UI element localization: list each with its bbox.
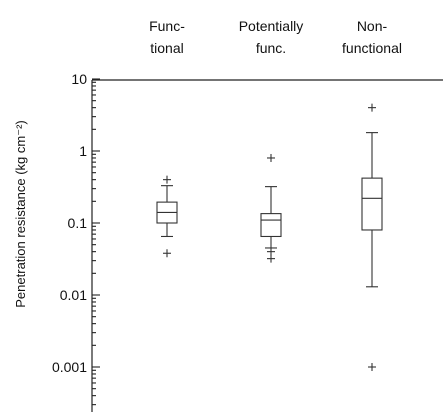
y-tick-label: 1 (79, 143, 87, 159)
category-label-nonfunctional-line2: functional (342, 40, 402, 56)
category-label-nonfunctional-line1: Non- (357, 18, 388, 34)
y-tick-label: 10 (71, 71, 87, 87)
outlier-marker (368, 103, 376, 112)
outlier-marker (163, 249, 171, 258)
box-layer (156, 103, 383, 371)
y-tick-label: 0.01 (60, 287, 87, 303)
iqr-box (361, 177, 383, 231)
y-tick-label: 0.001 (52, 359, 87, 375)
box-group (156, 175, 178, 258)
category-label-potentially-line1: Potentially (239, 18, 304, 34)
iqr-box (260, 213, 282, 238)
y-axis-label: Penetration resistance (kg cm⁻²) (13, 120, 28, 307)
category-label-functional-line1: Func- (149, 18, 185, 34)
outlier-marker (267, 247, 275, 256)
y-tick-label: 0.1 (68, 215, 88, 231)
outlier-marker (368, 363, 376, 371)
y-axis: 10 1 0.1 0.01 0.001 (52, 71, 443, 412)
outlier-marker (163, 175, 171, 184)
y-ticks: 10 1 0.1 0.01 0.001 (52, 71, 100, 406)
box-group (361, 103, 383, 371)
category-label-functional-line2: tional (150, 40, 183, 56)
category-labels: Func- tional Potentially func. Non- func… (149, 18, 402, 56)
outlier-marker (267, 254, 275, 263)
outlier-marker (267, 153, 275, 162)
category-label-potentially-line2: func. (256, 40, 286, 56)
box-group (260, 153, 282, 263)
